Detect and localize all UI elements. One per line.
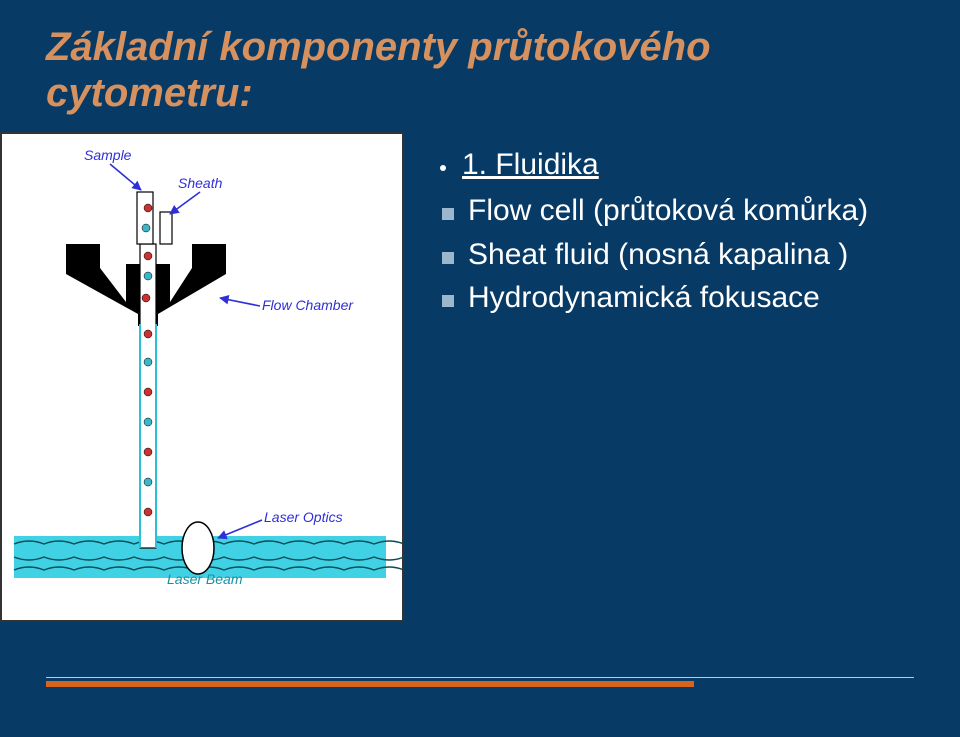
- bullet-item: Sheat fluid (nosná kapalina ): [442, 236, 920, 274]
- diagram-label-laser-optics: Laser Optics: [264, 509, 343, 525]
- heading-text: 1. Fluidika: [462, 148, 599, 182]
- bullet-text: Hydrodynamická fokusace: [468, 279, 820, 317]
- bullet-marker: [442, 295, 454, 307]
- bullet-item: Flow cell (průtoková komůrka): [442, 192, 920, 230]
- footer-top-line: [46, 677, 914, 678]
- diagram-label-sample: Sample: [84, 147, 132, 163]
- diagram-label-sheath: Sheath: [178, 175, 223, 191]
- diagram-label-flow-chamber: Flow Chamber: [262, 297, 354, 313]
- content-block: 1. Fluidika Flow cell (průtoková komůrka…: [440, 148, 920, 323]
- footer-orange-line: [46, 681, 694, 687]
- bullet-text: Flow cell (průtoková komůrka): [468, 192, 868, 230]
- bullet-item: Hydrodynamická fokusace: [442, 279, 920, 317]
- heading-bullet-dot: [440, 165, 446, 171]
- flow-chamber-svg: Sample Sheath Flow Chamber Laser Optics Lase…: [2, 134, 402, 620]
- content-heading: 1. Fluidika: [440, 148, 920, 182]
- bullet-text: Sheat fluid (nosná kapalina ): [468, 236, 848, 274]
- footer-decoration: [46, 677, 914, 685]
- diagram-label-laser-beam: Laser Beam: [167, 571, 243, 587]
- bullet-marker: [442, 252, 454, 264]
- bullet-marker: [442, 208, 454, 220]
- slide-title: Základní komponenty průtokového cytometr…: [46, 24, 916, 116]
- flow-chamber-diagram: Sample Sheath Flow Chamber Laser Optics Lase…: [0, 132, 404, 622]
